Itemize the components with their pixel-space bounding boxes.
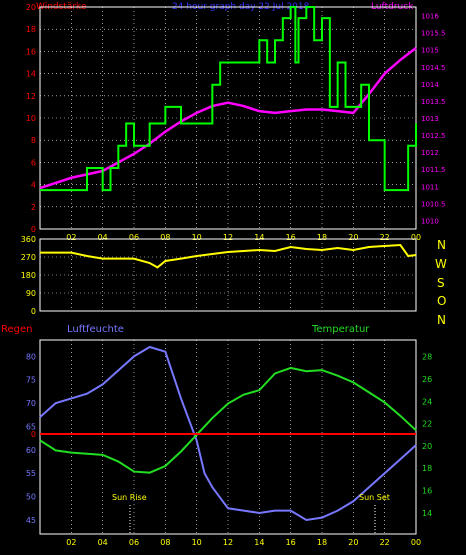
pressure-y-tick-label: 1010 <box>421 217 439 225</box>
wind-direction-line <box>40 243 417 269</box>
pressure-y-tick-label: 1011.5 <box>421 166 446 174</box>
wind-y-tick-label: 12 <box>26 92 36 101</box>
rain-label: Regen <box>1 324 33 335</box>
temperature-y-tick-label: 18 <box>422 464 432 473</box>
pressure-y-tick-label: 1013 <box>421 115 439 123</box>
wind-y-tick-label: 2 <box>31 203 36 212</box>
pressure-y-tick-label: 1013.5 <box>421 98 446 106</box>
wind-y-tick-label: 16 <box>26 47 36 56</box>
wind-speed-line <box>40 6 417 192</box>
direction-y-tick-label: 360 <box>21 235 36 244</box>
top-x-tick-label: 06 <box>129 233 139 242</box>
top-x-tick-label: 20 <box>348 233 358 242</box>
pressure-y-tick-label: 1015.5 <box>421 30 446 38</box>
top-panel-axis-labels: 0246810121416182010101010.510111011.5101… <box>26 3 446 242</box>
sun-set-label: Sun Set <box>359 493 390 502</box>
pressure-y-tick-label: 1010.5 <box>421 200 446 208</box>
pressure-y-tick-label: 1016 <box>421 13 439 21</box>
pressure-y-tick-label: 1014.5 <box>421 64 446 72</box>
sun-rise-label: Sun Rise <box>112 493 147 502</box>
top-x-tick-label: 14 <box>254 233 264 242</box>
wind-y-tick-label: 6 <box>31 158 36 167</box>
top-x-tick-label: 02 <box>66 233 76 242</box>
top-x-tick-label: 08 <box>160 233 170 242</box>
direction-y-tick-label: 0 <box>31 307 36 316</box>
temperature-y-tick-label: 28 <box>422 353 432 362</box>
bot-x-tick-label: 14 <box>254 538 264 547</box>
bot-x-tick-label: 10 <box>192 538 202 547</box>
temperature-y-tick-label: 22 <box>422 420 432 429</box>
humidity-y-tick-label: 55 <box>26 469 36 478</box>
direction-y-tick-label: 90 <box>26 289 36 298</box>
temperature-y-tick-label: 26 <box>422 375 432 384</box>
top-panel-series <box>39 6 417 192</box>
direction-y-tick-label: 180 <box>21 271 36 280</box>
top-x-tick-label: 04 <box>98 233 108 242</box>
wind-y-tick-label: 8 <box>31 136 36 145</box>
top-x-tick-label: 22 <box>380 233 390 242</box>
temperature-line <box>39 366 417 474</box>
humidity-line <box>39 345 417 522</box>
top-panel-grid <box>40 6 417 230</box>
pressure-y-tick-label: 1015 <box>421 47 439 55</box>
wind-y-tick-label: 0 <box>31 225 36 234</box>
top-x-tick-label: 10 <box>192 233 202 242</box>
direction-letter-w: W <box>435 257 447 271</box>
humidity-y-tick-label: 80 <box>26 352 36 361</box>
direction-letter-s: S <box>437 276 445 290</box>
wind-y-tick-label: 14 <box>26 70 36 79</box>
temperature-y-tick-label: 24 <box>422 397 432 406</box>
temperature-y-tick-label: 20 <box>422 442 432 451</box>
humidity-y-tick-label: 45 <box>26 516 36 525</box>
top-x-tick-label: 00 <box>411 233 421 242</box>
bot-x-tick-label: 00 <box>411 538 421 547</box>
bot-x-tick-label: 08 <box>160 538 170 547</box>
humidity-y-tick-label: 60 <box>26 446 36 455</box>
wind-y-tick-label: 10 <box>26 114 36 123</box>
pressure-y-tick-label: 1012.5 <box>421 132 446 140</box>
bot-x-tick-label: 18 <box>317 538 327 547</box>
lower-panel-grid <box>71 340 417 534</box>
wind-y-tick-label: 4 <box>31 181 36 190</box>
humidity-label: Luftfeuchte <box>67 324 124 335</box>
pressure-y-tick-label: 1014 <box>421 81 439 89</box>
top-x-tick-label: 16 <box>286 233 296 242</box>
humidity-y-tick-label: 50 <box>26 493 36 502</box>
direction-letter-n-bottom: N <box>437 313 446 327</box>
temperature-y-tick-label: 14 <box>422 509 432 518</box>
humidity-y-tick-label: 70 <box>26 399 36 408</box>
temperature-label: Temperatur <box>311 324 370 335</box>
bot-x-tick-label: 06 <box>129 538 139 547</box>
direction-y-tick-label: 270 <box>21 253 36 262</box>
wind-y-tick-label: 18 <box>26 25 36 34</box>
humidity-y-tick-label: 65 <box>26 422 36 431</box>
bot-x-tick-label: 20 <box>348 538 358 547</box>
humidity-y-tick-label: 75 <box>26 376 36 385</box>
bot-x-tick-label: 04 <box>98 538 108 547</box>
wind-y-tick-label: 20 <box>26 3 36 12</box>
rain-y-tick-label: 0 <box>31 430 36 439</box>
bot-x-tick-label: 12 <box>223 538 233 547</box>
bot-x-tick-label: 02 <box>66 538 76 547</box>
direction-letter-n-top: N <box>437 238 446 252</box>
lower-panel-series <box>39 345 417 522</box>
pressure-y-tick-label: 1011 <box>421 183 439 191</box>
temperature-y-tick-label: 16 <box>422 487 432 496</box>
direction-panel-series <box>40 243 417 269</box>
direction-letter-o: O <box>437 294 446 308</box>
pressure-y-tick-label: 1012 <box>421 149 439 157</box>
direction-panel-axis-labels: 0 90 180 270 360 <box>21 235 36 316</box>
top-x-tick-label: 12 <box>223 233 233 242</box>
lower-panel-axis-labels: 45 50 55 60 65 70 75 80 14 16 18 20 22 24 26 28 02 04 06 08… <box>26 352 432 547</box>
bot-x-tick-label: 22 <box>380 538 390 547</box>
top-x-tick-label: 18 <box>317 233 327 242</box>
bot-x-tick-label: 16 <box>286 538 296 547</box>
